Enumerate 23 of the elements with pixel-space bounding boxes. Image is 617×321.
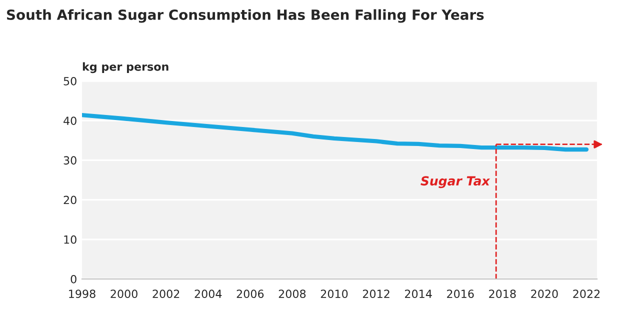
x-tick-label: 2018 [489, 290, 516, 298]
x-tick-label: 1998 [69, 290, 96, 298]
x-tick-label: 2008 [278, 290, 306, 298]
y-tick-label: 10 [64, 235, 76, 244]
y-tick-label: 30 [64, 156, 76, 165]
chart-title: South African Sugar Consumption Has Been Falling For Years [6, 9, 484, 23]
y-tick-label: 50 [64, 76, 76, 86]
x-tick-label: 2016 [447, 290, 474, 298]
y-axis-title: kg per person [82, 62, 168, 74]
y-tick-label: 20 [64, 196, 76, 204]
line-series [82, 112, 589, 152]
x-tick-label: 2000 [110, 290, 138, 298]
x-tick-label: 2006 [236, 290, 264, 298]
y-tick-label: 0 [70, 274, 76, 284]
x-tick-label: 2004 [194, 290, 222, 298]
x-tick-label: 2020 [531, 290, 558, 298]
x-tick-label: 2012 [362, 290, 390, 298]
x-tick-label: 2010 [320, 290, 348, 298]
x-tick-label: 2014 [405, 290, 432, 298]
y-tick-label: 40 [64, 116, 76, 125]
x-tick-label: 2002 [152, 290, 180, 298]
ref-line-label: Sugar Tax [420, 176, 490, 188]
x-tick-label: 2022 [573, 290, 600, 298]
